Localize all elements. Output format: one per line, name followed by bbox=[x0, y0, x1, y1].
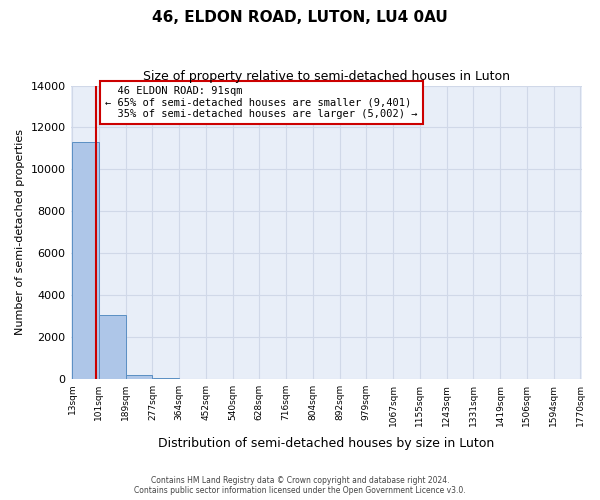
Bar bbox=[152, 378, 179, 379]
Y-axis label: Number of semi-detached properties: Number of semi-detached properties bbox=[15, 129, 25, 335]
Text: 46 ELDON ROAD: 91sqm
← 65% of semi-detached houses are smaller (9,401)
  35% of : 46 ELDON ROAD: 91sqm ← 65% of semi-detac… bbox=[105, 86, 418, 119]
Bar bbox=[72, 142, 99, 379]
Bar bbox=[126, 374, 152, 379]
Text: Contains HM Land Registry data © Crown copyright and database right 2024.
Contai: Contains HM Land Registry data © Crown c… bbox=[134, 476, 466, 495]
Title: Size of property relative to semi-detached houses in Luton: Size of property relative to semi-detach… bbox=[143, 70, 510, 83]
X-axis label: Distribution of semi-detached houses by size in Luton: Distribution of semi-detached houses by … bbox=[158, 437, 494, 450]
Bar bbox=[99, 315, 125, 379]
Text: 46, ELDON ROAD, LUTON, LU4 0AU: 46, ELDON ROAD, LUTON, LU4 0AU bbox=[152, 10, 448, 25]
